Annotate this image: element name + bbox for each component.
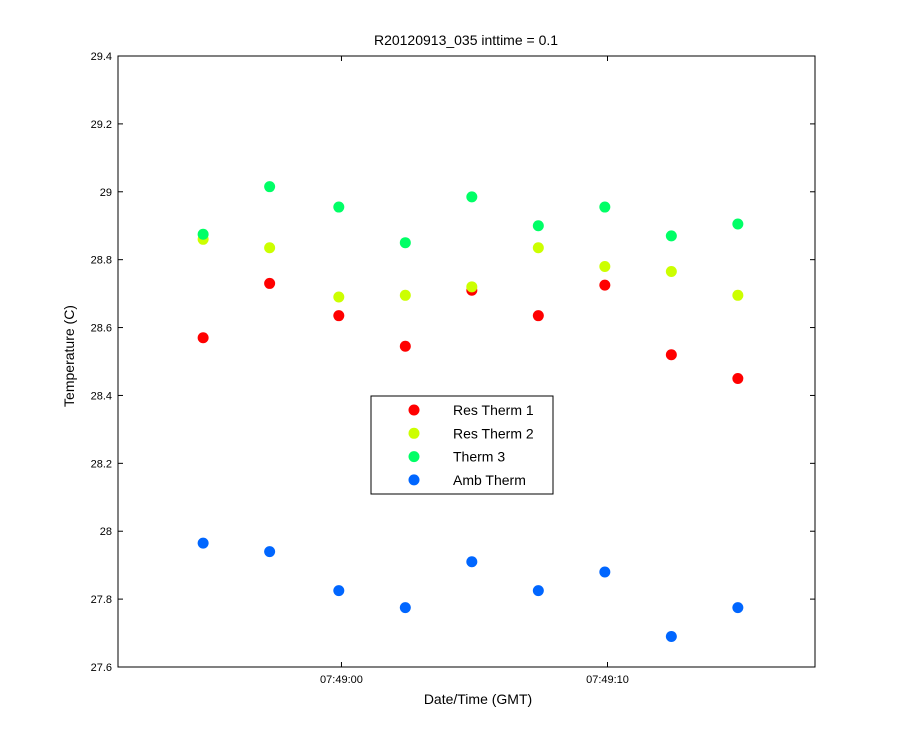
y-tick-label: 28.2 — [91, 458, 112, 470]
data-point — [532, 242, 544, 254]
data-point — [665, 630, 677, 642]
data-point — [732, 372, 744, 384]
y-tick-label: 29 — [100, 187, 112, 199]
data-point — [333, 585, 345, 597]
data-point — [333, 310, 345, 322]
data-point — [599, 566, 611, 578]
data-point — [532, 310, 544, 322]
y-tick-label: 27.6 — [91, 662, 112, 674]
x-tick-label: 07:49:00 — [320, 674, 363, 686]
chart-title: R20120913_035 inttime = 0.1 — [374, 32, 558, 48]
data-point — [732, 602, 744, 614]
legend-marker — [408, 474, 420, 486]
data-point — [665, 349, 677, 361]
y-tick-label: 29.2 — [91, 119, 112, 131]
data-point — [532, 220, 544, 232]
y-tick-label: 29.4 — [91, 51, 112, 63]
legend-marker — [408, 451, 420, 463]
x-tick-label: 07:49:10 — [586, 674, 629, 686]
legend-label: Res Therm 2 — [453, 425, 534, 441]
x-axis-title: Date/Time (GMT) — [424, 691, 532, 707]
legend-label: Therm 3 — [453, 449, 505, 465]
data-point — [264, 242, 276, 254]
data-point — [532, 585, 544, 597]
data-point — [399, 340, 411, 352]
legend-label: Amb Therm — [453, 472, 526, 488]
data-point — [197, 537, 209, 549]
data-point — [599, 201, 611, 213]
data-point — [665, 230, 677, 242]
data-point — [197, 332, 209, 344]
data-point — [264, 277, 276, 289]
legend: Res Therm 1 Res Therm 2 Therm 3 Amb Therm — [370, 395, 554, 495]
legend-box — [370, 395, 554, 495]
data-point — [466, 191, 478, 203]
legend-label: Res Therm 1 — [453, 402, 534, 418]
y-tick-label: 28.8 — [91, 255, 112, 267]
data-point — [466, 556, 478, 568]
data-points — [197, 181, 744, 642]
y-tick-label: 27.8 — [91, 594, 112, 606]
data-point — [466, 281, 478, 293]
data-point — [599, 260, 611, 272]
data-point — [732, 218, 744, 230]
data-point — [333, 201, 345, 213]
y-axis: 27.6 27.8 28 28.2 28.4 28.6 28.8 29 29.2 29.4 — [91, 51, 815, 674]
data-point — [665, 266, 677, 278]
series-amb-therm — [197, 537, 744, 642]
y-axis-title: Temperature (C) — [61, 305, 77, 407]
y-tick-label: 28.6 — [91, 323, 112, 335]
legend-marker — [408, 427, 420, 439]
series-res-therm-1 — [197, 277, 744, 384]
series-therm-3 — [197, 181, 744, 249]
x-axis: 07:49:00 07:49:10 — [320, 56, 629, 686]
y-tick-label: 28 — [100, 526, 112, 538]
legend-marker — [408, 404, 420, 416]
data-point — [197, 228, 209, 240]
data-point — [599, 279, 611, 291]
data-point — [399, 289, 411, 301]
data-point — [732, 289, 744, 301]
data-point — [264, 546, 276, 558]
data-point — [264, 181, 276, 193]
data-point — [399, 237, 411, 249]
data-point — [333, 291, 345, 303]
y-tick-label: 28.4 — [91, 390, 112, 402]
plot-area — [117, 55, 816, 668]
data-point — [399, 602, 411, 614]
